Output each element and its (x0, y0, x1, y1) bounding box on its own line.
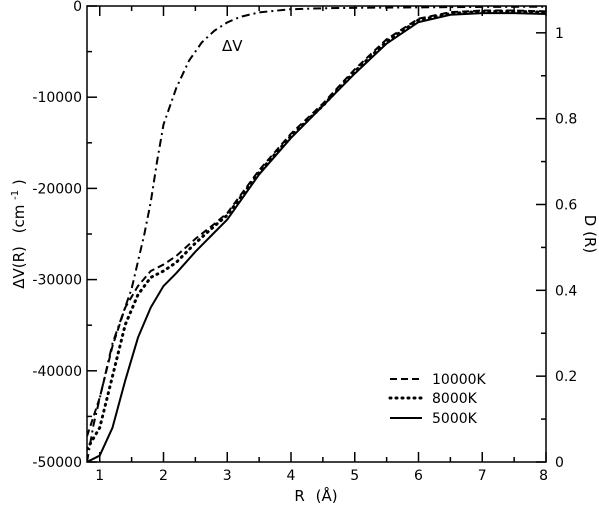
y-axis-label-left-exp: -1 (10, 190, 21, 200)
legend-label-8000k: 8000K (432, 391, 478, 407)
y-left-tick-label: -40000 (32, 364, 82, 380)
y-left-tick-label: -20000 (32, 181, 82, 197)
plot-frame (86, 5, 547, 463)
series-lines (87, 6, 546, 462)
x-tick-label: 7 (478, 468, 487, 484)
x-tick-label: 5 (350, 468, 359, 484)
y-right-tick-label: 0.2 (555, 369, 577, 385)
series-line-2 (87, 9, 546, 451)
y-axis-label-left: ΔV(R) (cm -1 ) (4, 179, 28, 289)
x-axis-label-main: R (294, 487, 304, 505)
y-left-tick-label: 0 (73, 0, 82, 15)
y-right-tick-label: 0.8 (555, 112, 577, 128)
x-axis-label-unit: (Å) (316, 486, 338, 505)
y-axis-label-left-main: ΔV(R) (10, 246, 28, 289)
y-right-tick-label: 0.6 (555, 197, 577, 213)
tick-label-group: 1 2 3 4 5 6 7 80-10000-20000-30000-40000-50000 0… (32, 0, 577, 484)
delta-v-annotation: ΔV (222, 37, 243, 55)
y-right-tick-label: 0.4 (555, 283, 577, 299)
y-left-tick-label: -30000 (32, 273, 82, 289)
series-line-1 (87, 9, 546, 437)
legend-label-10000k: 10000K (432, 372, 487, 388)
legend-label-5000k: 5000K (432, 411, 478, 427)
series-line-3 (87, 12, 546, 462)
y-left-tick-label: -10000 (32, 90, 82, 106)
series-line-0 (87, 6, 546, 462)
x-tick-label: 3 (223, 468, 232, 484)
y-right-tick-label: 1 (555, 26, 564, 42)
y-axis-label-left-close: ) (10, 179, 28, 185)
y-axis-label-right: D (R) (581, 215, 599, 253)
y-left-tick-label: -50000 (32, 455, 82, 471)
x-axis-label: R (Å) (294, 486, 337, 505)
tick-group (87, 5, 547, 463)
x-tick-label: 1 (95, 468, 104, 484)
x-tick-label: 6 (414, 468, 423, 484)
x-tick-label: 8 (539, 468, 548, 484)
x-tick-label: 2 (159, 468, 168, 484)
y-axis-label-left-unit: (cm (10, 205, 28, 234)
y-right-tick-label: 0 (555, 455, 564, 471)
legend: 10000K 8000K 5000K (388, 372, 487, 427)
x-tick-label: 4 (287, 468, 296, 484)
